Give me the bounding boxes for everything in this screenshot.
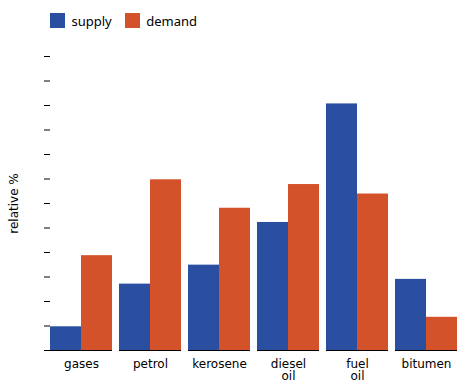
svg-text:fueloil: fueloil bbox=[346, 357, 369, 383]
svg-text:bitumen: bitumen bbox=[402, 357, 452, 371]
svg-text:kerosene: kerosene bbox=[192, 357, 247, 371]
html-text:demand: demand bbox=[146, 11, 198, 30]
svg-text:dieseloil: dieseloil bbox=[271, 357, 306, 383]
svg-text:relative %: relative % bbox=[7, 173, 21, 233]
svg-text:gases: gases bbox=[64, 357, 99, 371]
svg-text:petrol: petrol bbox=[133, 357, 168, 371]
html-text:supply: supply bbox=[71, 11, 112, 30]
